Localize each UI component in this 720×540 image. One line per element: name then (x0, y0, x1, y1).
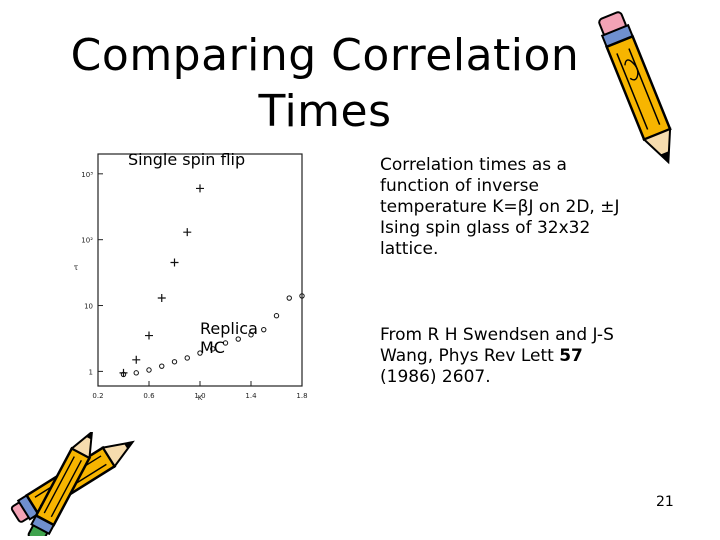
reference-volume: 57 (559, 346, 583, 366)
single-flip-point (119, 368, 128, 377)
replica-mc-point (299, 293, 305, 299)
reference-paragraph: From R H Swendsen and J-S Wang, Phys Rev… (380, 325, 630, 388)
title-line-1: Comparing Correlation (70, 30, 580, 81)
single-flip-point (132, 355, 141, 364)
x-axis-label: K (198, 394, 203, 402)
y-tick-label: 10³ (81, 171, 93, 179)
pencil-icon (10, 432, 135, 536)
y-axis-label: τ (74, 263, 79, 272)
replica-mc-point (222, 340, 229, 346)
title-line-2: Times (258, 86, 392, 137)
replica-mc-point (210, 346, 216, 352)
replica-mc-label: Replica MC (200, 319, 258, 357)
x-tick-label: 1.8 (296, 392, 307, 400)
reference-text-end: (1986) 2607. (380, 367, 491, 387)
x-tick-label: 0.2 (92, 392, 103, 400)
y-tick-label: 1 (89, 368, 93, 376)
replica-mc-point (248, 332, 254, 338)
replica-mc-point (273, 313, 280, 319)
correlation-time-plot: 0.2 0.6 1.0 1.4 1.8 1 10 10² 10³ Kτ (74, 153, 308, 402)
replica-mc-point (197, 350, 203, 356)
single-flip-point (183, 228, 192, 237)
pencil-icon (598, 11, 672, 165)
x-tick-label: 1.4 (245, 392, 257, 400)
replica-mc-point (133, 370, 139, 376)
y-tick-label: 10² (81, 237, 93, 245)
replica-mc-point (159, 363, 165, 369)
replica-mc-point (261, 326, 267, 333)
replica-mc-point (146, 367, 152, 373)
single-flip-point (196, 184, 204, 193)
single-spin-flip-label: Single spin flip (128, 150, 246, 169)
replica-mc-point (286, 295, 292, 301)
replica-mc-point (171, 359, 178, 365)
replica-mc-point (120, 371, 127, 378)
single-flip-point (170, 258, 179, 267)
replica-mc-point (184, 355, 190, 361)
x-tick-label: 0.6 (143, 392, 155, 400)
x-tick-label: 1.0 (194, 392, 205, 400)
single-flip-point (157, 294, 166, 303)
page-number: 21 (656, 494, 674, 510)
single-flip-point (145, 331, 153, 340)
description-paragraph: Correlation times as a function of inver… (380, 155, 620, 259)
reference-text: From R H Swendsen and J-S Wang, Phys Rev… (380, 325, 614, 366)
y-tick-label: 10 (84, 303, 93, 311)
slide-title: Comparing Correlation Times (70, 28, 580, 140)
replica-mc-point (235, 336, 241, 342)
